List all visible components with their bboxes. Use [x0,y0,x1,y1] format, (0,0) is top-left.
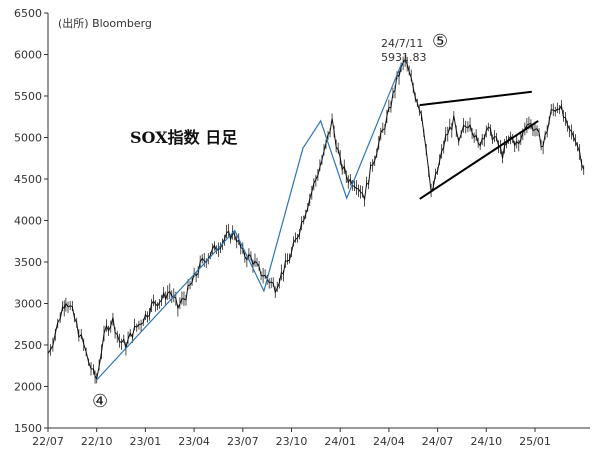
x-tick-label: 24/04 [373,435,405,448]
x-tick-label: 24/01 [324,435,356,448]
peak-value-label: 5931.83 [381,51,427,64]
price-bars [47,54,585,384]
triangle-upper-line [419,90,532,107]
y-tick-label: 2000 [14,381,42,394]
x-tick-label: 24/07 [422,435,454,448]
y-tick-label: 2500 [14,339,42,352]
x-tick-label: 23/07 [227,435,259,448]
y-tick-label: 4500 [14,173,42,186]
x-axis: 22/07 22/10 23/01 23/04 23/07 23/10 24/01 24/04… [32,427,590,448]
x-tick-label: 25/01 [519,435,551,448]
x-tick-label: 23/01 [130,435,162,448]
source-label: (出所) Bloomberg [58,16,152,30]
price-line [47,58,585,381]
trendlines [96,62,539,381]
chart-title: SOX指数 日足 [130,128,238,147]
wave-4-label: ④ [92,391,108,412]
y-tick-label: 1500 [14,422,42,435]
y-axis: 1500 2000 2500 3000 3500 4000 4500 5000 5500 6000… [14,7,49,435]
y-tick-label: 5500 [14,90,42,103]
x-tick-label: 22/10 [81,435,113,448]
x-tick-label: 23/04 [178,435,210,448]
y-tick-label: 5000 [14,132,42,145]
y-tick-label: 3500 [14,256,42,269]
peak-date-label: 24/7/11 [381,37,423,50]
y-tick-label: 6500 [14,7,42,20]
wave-5-label: ⑤ [432,31,448,52]
x-tick-label: 23/10 [276,435,308,448]
y-tick-label: 6000 [14,49,42,62]
y-tick-label: 4000 [14,215,42,228]
x-tick-label: 24/10 [470,435,502,448]
triangle-lower-line [419,120,539,200]
wave-overlay-line [96,62,403,381]
y-tick-label: 3000 [14,298,42,311]
x-tick-label: 22/07 [32,435,64,448]
